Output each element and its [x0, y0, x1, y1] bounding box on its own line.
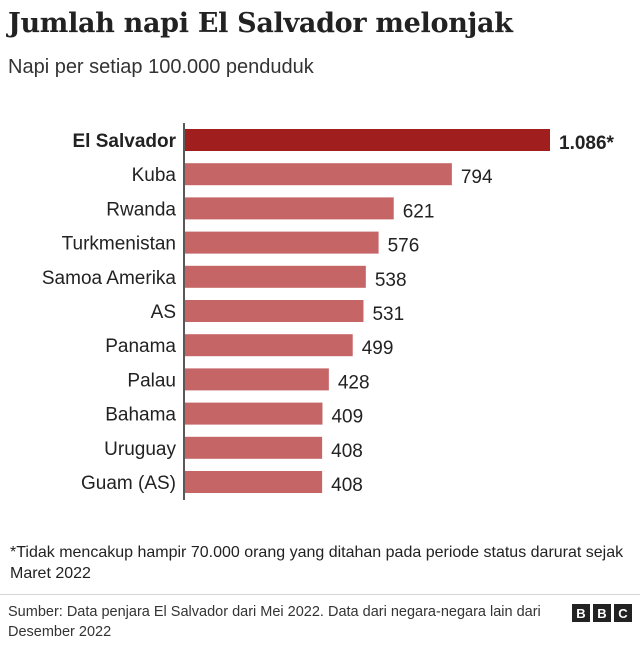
- category-label: Panama: [105, 336, 176, 357]
- footer-divider: [0, 594, 640, 595]
- bar-0: [185, 129, 550, 151]
- source-note: Sumber: Data penjara El Salvador dari Me…: [8, 604, 541, 640]
- bbc-logo: B B C: [572, 604, 632, 622]
- category-label: Uruguay: [104, 439, 176, 460]
- value-label: 538: [375, 270, 407, 291]
- value-label: 499: [362, 338, 394, 359]
- bar-7: [185, 368, 329, 391]
- bar-8: [185, 402, 323, 425]
- bar-3: [185, 231, 379, 254]
- category-label: El Salvador: [73, 131, 177, 152]
- category-label: Rwanda: [106, 199, 176, 220]
- value-label: 1.086*: [559, 133, 615, 154]
- logo-box-2: B: [593, 604, 611, 622]
- bar-4: [185, 265, 366, 288]
- value-label: 576: [388, 236, 420, 257]
- category-label: Bahama: [105, 405, 176, 426]
- value-label: 794: [461, 167, 493, 188]
- bar-1: [185, 163, 452, 186]
- footnote: *Tidak mencakup hampir 70.000 orang yang…: [10, 544, 624, 582]
- value-label: 531: [372, 304, 404, 325]
- logo-box-1: B: [572, 604, 590, 622]
- category-label: Palau: [127, 370, 176, 391]
- value-label: 409: [331, 407, 363, 428]
- category-label: Turkmenistan: [62, 234, 176, 255]
- chart-title: Jumlah napi El Salvador melonjak: [8, 8, 513, 39]
- value-label: 428: [338, 372, 370, 393]
- bar-2: [185, 197, 394, 220]
- value-label: 408: [331, 441, 363, 462]
- bar-6: [185, 334, 353, 357]
- chart-subtitle: Napi per setiap 100.000 penduduk: [8, 56, 314, 78]
- bar-9: [185, 436, 323, 459]
- bar-10: [185, 471, 323, 493]
- category-label: Guam (AS): [81, 473, 176, 494]
- category-label: AS: [151, 302, 176, 323]
- category-label: Kuba: [132, 165, 177, 186]
- value-label: 408: [331, 475, 363, 496]
- bar-5: [185, 300, 364, 322]
- logo-box-3: C: [614, 604, 632, 622]
- value-label: 621: [403, 201, 435, 222]
- category-label: Samoa Amerika: [42, 268, 177, 289]
- bar-chart: El Salvador 1.086* Kuba 794 Rwanda 621 Turkmen…: [42, 123, 615, 500]
